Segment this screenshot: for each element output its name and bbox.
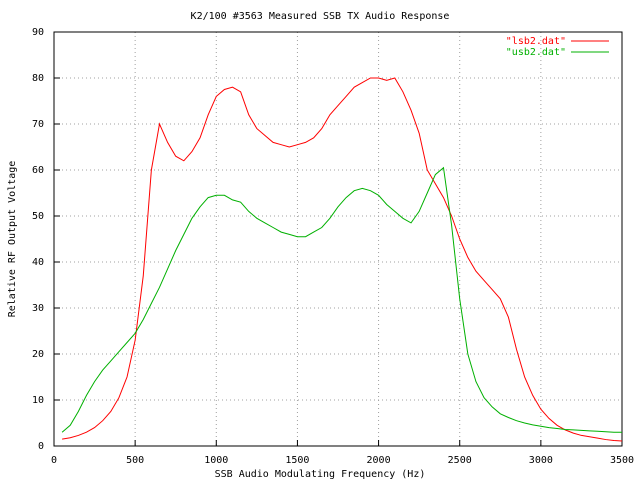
x-tick-label: 3500 <box>610 455 634 466</box>
x-tick-label: 3000 <box>529 455 553 466</box>
y-tick-label: 90 <box>32 27 44 38</box>
y-axis-label: Relative RF Output Voltage <box>7 161 18 318</box>
x-tick-label: 500 <box>126 455 144 466</box>
y-tick-label: 80 <box>32 73 44 84</box>
y-tick-label: 50 <box>32 211 44 222</box>
chart-title: K2/100 #3563 Measured SSB TX Audio Respo… <box>191 11 450 22</box>
y-tick-label: 40 <box>32 257 44 268</box>
data-line <box>62 77 623 442</box>
y-tick-label: 60 <box>32 165 44 176</box>
y-tick-label: 30 <box>32 303 44 314</box>
y-tick-label: 0 <box>38 441 44 452</box>
y-tick-label: 20 <box>32 349 44 360</box>
y-tick-label: 70 <box>32 119 44 130</box>
x-tick-label: 2000 <box>367 455 391 466</box>
data-line <box>61 166 622 433</box>
x-tick-label: 2500 <box>448 455 472 466</box>
plot-border <box>53 31 623 447</box>
x-tick-label: 1000 <box>204 455 228 466</box>
x-tick-label: 1500 <box>285 455 309 466</box>
y-tick-label: 10 <box>32 395 44 406</box>
legend-label: "lsb2.dat" <box>506 36 566 47</box>
x-tick-label: 0 <box>51 455 57 466</box>
legend-label: "usb2.dat" <box>506 47 566 58</box>
x-axis-label: SSB Audio Modulating Frequency (Hz) <box>215 469 426 480</box>
